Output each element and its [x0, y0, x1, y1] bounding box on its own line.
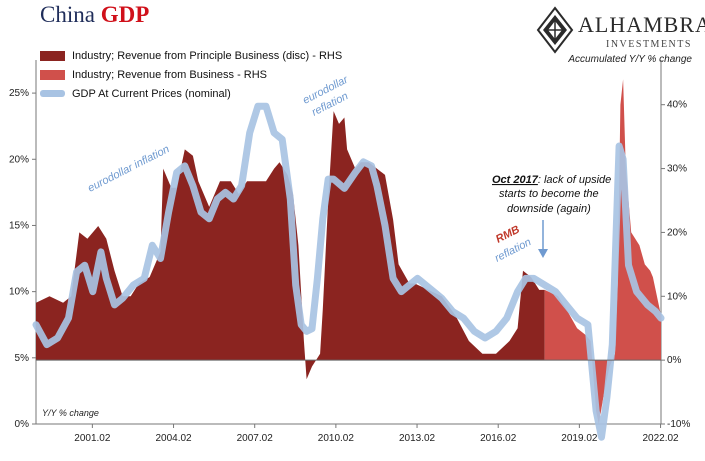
y-right-tick-label: 40% [667, 100, 687, 111]
series-layer [32, 79, 665, 441]
brand-name: ALHAMBRA [578, 12, 705, 37]
x-tick-label: 2019.02 [561, 433, 598, 444]
annotation-oct-2017-line2: starts to become the [499, 188, 599, 200]
x-tick-label: 2010.02 [318, 433, 355, 444]
legend-swatch-principle [40, 50, 65, 61]
legend-swatch-business [40, 69, 65, 80]
title-main: China [40, 2, 95, 27]
legend-label-gdp: GDP At Current Prices (nominal) [72, 87, 231, 100]
brand-sub: INVESTMENTS [606, 39, 692, 50]
annotation-oct-2017-rest: : lack of upside [538, 174, 611, 186]
axis-layer: 0% 5% 10% 15% 20% 25% -10% 0% 10% 20% 30% 40% 2001.0… [9, 88, 690, 444]
legend-item-business: Industry; Revenue from Business - RHS [40, 65, 342, 84]
x-tick-label: 2004.02 [155, 433, 192, 444]
left-axis-title: Y/Y % change [42, 408, 99, 418]
legend-item-principle: Industry; Revenue from Principle Busines… [40, 46, 342, 65]
brand-logo: ALHAMBRA INVESTMENTS [534, 6, 705, 62]
x-tick-label: 2022.02 [642, 433, 679, 444]
y-left-tick-label: 5% [15, 353, 30, 364]
chart-legend: Industry; Revenue from Principle Busines… [40, 46, 342, 103]
y-right-tick-label: -10% [667, 419, 690, 430]
legend-item-gdp: GDP At Current Prices (nominal) [40, 84, 342, 103]
legend-label-business: Industry; Revenue from Business - RHS [72, 68, 268, 81]
y-left-tick-label: 15% [9, 220, 29, 231]
x-tick-label: 2007.02 [237, 433, 274, 444]
right-axis-title: Accumulated Y/Y % change [568, 54, 692, 65]
y-left-tick-label: 25% [9, 88, 29, 99]
annotation-oct-2017: Oct 2017: lack of upside [492, 174, 611, 186]
annotation-oct-2017-bold: Oct 2017 [492, 174, 539, 186]
x-tick-label: 2013.02 [399, 433, 436, 444]
plot-frame [35, 60, 662, 425]
alhambra-diamond-icon [536, 6, 574, 54]
series-area-industry-revenue-from-business-rhs [544, 79, 661, 424]
y-left-tick-label: 20% [9, 154, 29, 165]
y-left-tick-label: 10% [9, 287, 29, 298]
title-accent: GDP [100, 2, 150, 27]
x-tick-label: 2001.02 [74, 433, 111, 444]
annotation-oct-2017-line3: downside (again) [507, 203, 591, 215]
annotation-arrow [538, 220, 548, 258]
y-right-tick-label: 0% [667, 355, 682, 366]
y-right-tick-label: 20% [667, 227, 687, 238]
chart-title: China GDP [40, 2, 149, 28]
y-left-tick-label: 0% [15, 419, 30, 430]
y-right-tick-label: 10% [667, 291, 687, 302]
series-line-gdp-at-current-prices-nominal [32, 102, 665, 441]
legend-swatch-gdp [40, 90, 65, 97]
y-right-tick-label: 30% [667, 164, 687, 175]
x-tick-label: 2016.02 [480, 433, 517, 444]
legend-label-principle: Industry; Revenue from Principle Busines… [72, 49, 343, 62]
annotation-eurodollar-inflation: eurodollar inflation [86, 143, 172, 195]
